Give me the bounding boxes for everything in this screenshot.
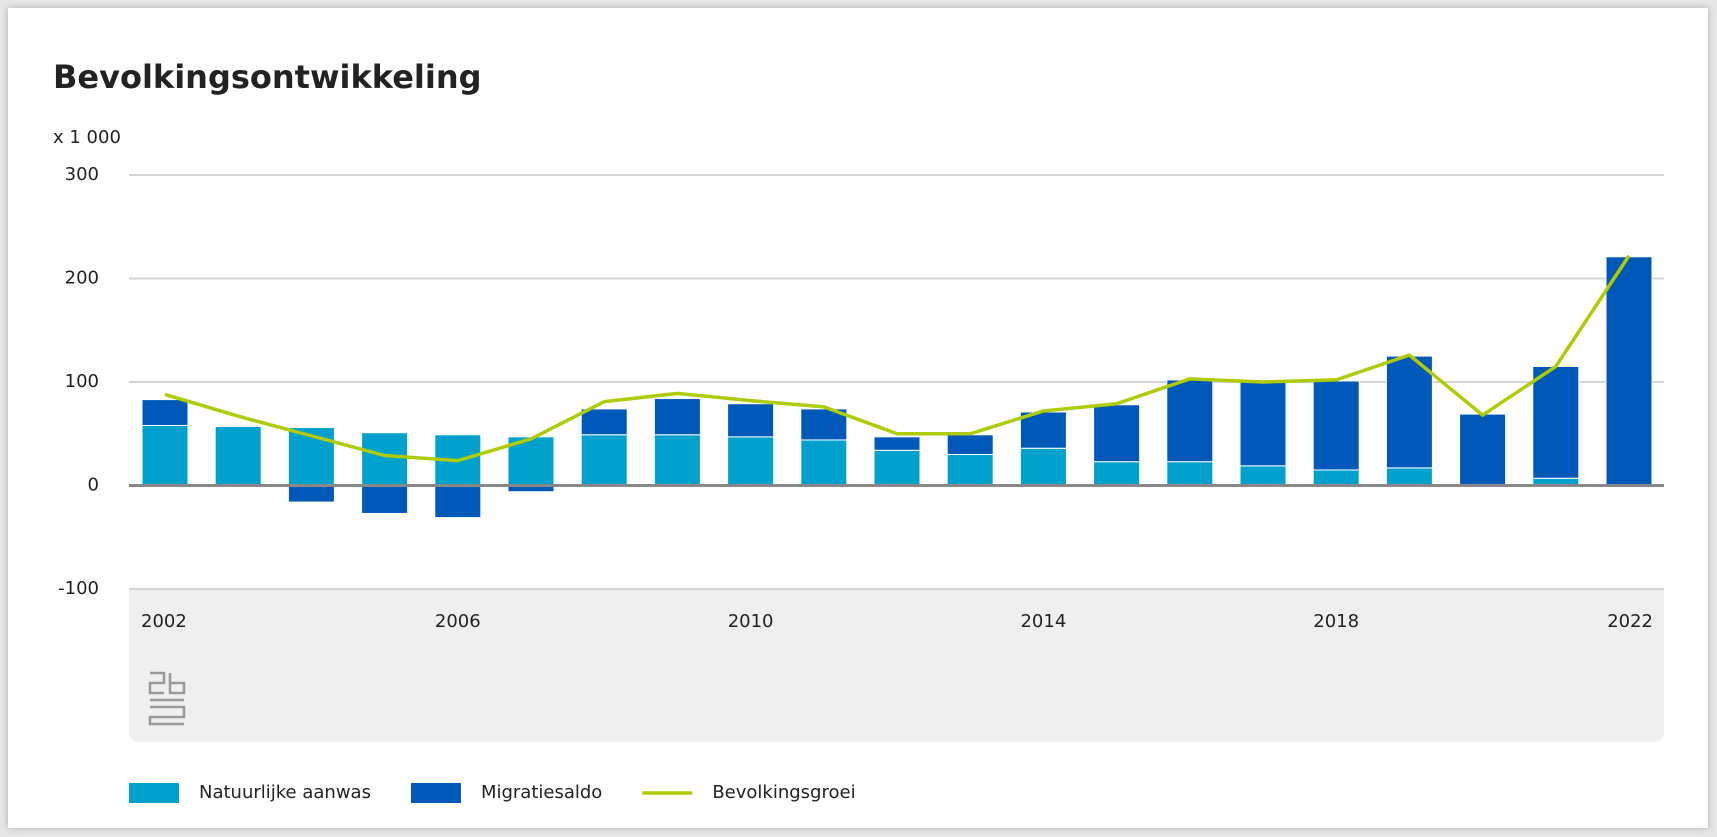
bar: [434, 485, 482, 519]
bar: [653, 434, 701, 487]
legend-label: Bevolkingsgroei: [712, 782, 855, 803]
x-tick-label: 2010: [728, 611, 774, 632]
x-tick-label: 2002: [141, 611, 187, 632]
bar: [873, 449, 921, 486]
bar: [1166, 461, 1214, 487]
bar: [1093, 404, 1141, 463]
bar: [800, 439, 848, 486]
bar: [1385, 355, 1433, 469]
bar: [873, 436, 921, 451]
x-tick-label: 2018: [1313, 611, 1359, 632]
chart-title: Bevolkingsontwikkeling: [53, 58, 482, 96]
bar: [653, 398, 701, 436]
x-tick-label: 2006: [435, 611, 481, 632]
bar: [1605, 256, 1653, 487]
legend-label: Migratiesaldo: [481, 782, 602, 803]
bar: [1019, 447, 1067, 486]
bar: [946, 453, 994, 487]
y-tick-label: 300: [65, 164, 99, 185]
logo: [148, 671, 186, 726]
x-tick-label: 2014: [1020, 611, 1066, 632]
bar: [287, 485, 335, 503]
bar: [1385, 467, 1433, 486]
unit-label: x 1 000: [53, 127, 121, 148]
bar: [1312, 380, 1360, 471]
y-tick-label: 0: [88, 475, 99, 496]
line: [164, 254, 1631, 463]
legend-swatch: [129, 783, 179, 803]
y-tick-label: 200: [65, 268, 99, 289]
bar: [1019, 411, 1067, 449]
bar: [214, 424, 262, 428]
bar: [361, 432, 409, 486]
axis-panel: [129, 589, 1664, 742]
bar: [141, 399, 189, 426]
bar: [214, 426, 262, 487]
bar: [141, 424, 189, 486]
legend-label: Natuurlijke aanwas: [199, 782, 371, 803]
bar: [946, 434, 994, 455]
bar: [580, 434, 628, 487]
bar: [580, 408, 628, 436]
bar: [1239, 381, 1287, 467]
bar: [1166, 379, 1214, 463]
bar: [1312, 469, 1360, 487]
bar: [727, 403, 775, 438]
bar: [361, 485, 409, 514]
bar: [1459, 413, 1507, 485]
y-tick-label: -100: [58, 578, 99, 599]
bar: [727, 436, 775, 487]
legend-swatch: [410, 783, 461, 803]
axis-panel-top: [129, 589, 1664, 609]
bar: [1239, 465, 1287, 486]
x-tick-label: 2022: [1607, 611, 1653, 632]
bar: [1532, 365, 1580, 479]
bar: [1093, 461, 1141, 487]
y-tick-label: 100: [65, 371, 99, 392]
